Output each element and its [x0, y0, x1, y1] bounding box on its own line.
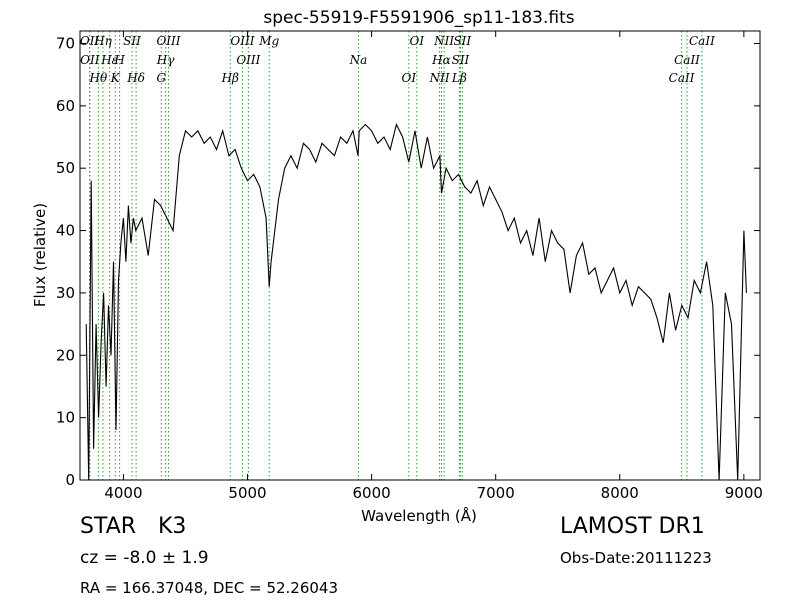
spectrum-line [85, 122, 747, 481]
spectral-line-label: CaII [674, 53, 700, 67]
x-axis-ticks: 4000 5000 6000 7000 8000 9000 [104, 31, 763, 502]
spectral-line-labels: OII OII Hθ Hη Hε K SII HHδ OIII Hγ G OIII OIII Hβ Mg Na… [80, 34, 715, 85]
plot-frame [79, 30, 761, 481]
object-class: STAR [80, 514, 137, 539]
spectral-line-label: OII [80, 34, 100, 48]
y-tick-label: 30 [56, 284, 75, 302]
x-tick-label: 8000 [601, 484, 639, 502]
y-tick-label: 10 [56, 409, 75, 427]
x-tick-label: 9000 [725, 484, 763, 502]
spectral-line-label: G [156, 71, 166, 85]
y-tick-label: 40 [56, 222, 75, 240]
spectral-line-label: OIII [236, 53, 260, 67]
spectral-line-label: OIII [230, 34, 254, 48]
spectral-line-label: Hα [431, 53, 451, 67]
y-tick-label: 50 [56, 159, 75, 177]
spectral-line-label: NII [433, 34, 454, 48]
y-tick-label: 60 [56, 97, 75, 115]
y-axis-label: Flux (relative) [31, 203, 49, 307]
spectral-line-label: Mg [258, 34, 279, 48]
y-tick-label: 70 [56, 34, 75, 52]
spectral-line-markers [89, 31, 703, 480]
spectral-line-label: H [113, 53, 125, 67]
spectral-line-label: OII [80, 53, 100, 67]
chart-title: spec-55919-F5591906_sp11-183.fits [263, 8, 574, 28]
object-subclass: K3 [158, 514, 187, 539]
spectral-line-label: Hη [93, 34, 112, 48]
y-tick-label: 20 [56, 346, 75, 364]
spectral-line-label: Hδ [126, 71, 145, 85]
spectral-line-label: Hθ [89, 71, 108, 85]
spectral-line-label: CaII [689, 34, 715, 48]
observation-date: Obs-Date:20111223 [560, 549, 712, 567]
spectral-line-label: OIII [156, 34, 180, 48]
spectral-line-label: SII [453, 34, 471, 48]
x-axis-label: Wavelength (Å) [361, 506, 477, 525]
spectral-line-label: OI [402, 71, 417, 85]
spectral-line-label: Na [349, 53, 368, 67]
spectral-line-label: NII [429, 71, 450, 85]
spectral-line-label: SII [452, 53, 470, 67]
spectral-line-label: K [110, 71, 121, 85]
spectral-line-label: Hβ [221, 71, 239, 85]
spectral-line-label: Lβ [451, 71, 467, 85]
spectral-line-label: Hε [100, 53, 118, 67]
x-tick-label: 6000 [353, 484, 391, 502]
spectral-line-label: CaII [669, 71, 695, 85]
spectral-line-label: OI [409, 34, 424, 48]
survey-name: LAMOST DR1 [560, 514, 705, 539]
y-tick-label: 0 [65, 471, 75, 489]
x-tick-label: 5000 [228, 484, 266, 502]
x-tick-label: 7000 [477, 484, 515, 502]
coordinates: RA = 166.37048, DEC = 52.26043 [80, 579, 339, 597]
spectral-line-label: SII [123, 34, 141, 48]
x-tick-label: 4000 [104, 484, 142, 502]
y-axis-ticks: 0 10 20 30 40 50 60 70 [56, 34, 760, 489]
spectral-line-label: Hγ [156, 53, 175, 67]
redshift-cz: cz = -8.0 ± 1.9 [80, 548, 209, 568]
